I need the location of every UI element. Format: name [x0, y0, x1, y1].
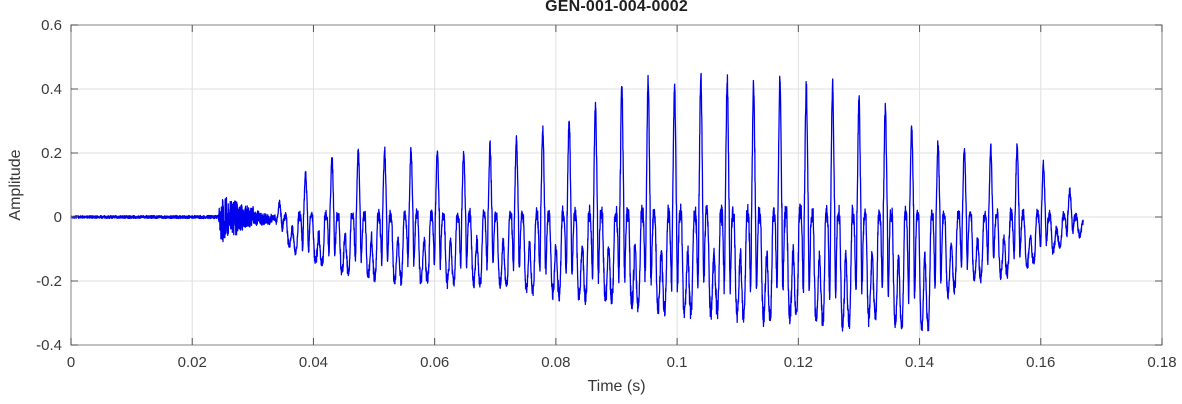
x-tick-label: 0.04 — [299, 354, 328, 371]
y-tick-label: 0.2 — [41, 145, 62, 162]
axes-box — [70, 24, 1163, 346]
x-tick-label: 0 — [67, 354, 75, 371]
y-tick-label: 0.4 — [41, 81, 62, 98]
x-tick-label: 0.08 — [541, 354, 570, 371]
x-tick-label: 0.02 — [178, 354, 207, 371]
x-tick-label: 0.1 — [667, 354, 688, 371]
x-tick-label: 0.16 — [1026, 354, 1055, 371]
x-tick-label: 0.06 — [420, 354, 449, 371]
y-axis-label: Amplitude — [7, 149, 24, 221]
y-tick-label: -0.4 — [36, 337, 62, 354]
x-tick-label: 0.12 — [784, 354, 813, 371]
x-tick-label: 0.14 — [905, 354, 934, 371]
y-tick-label: 0 — [54, 209, 62, 226]
x-axis-label: Time (s) — [587, 378, 646, 395]
waveform-trace — [70, 72, 1084, 332]
chart-title: GEN-001-004-0002 — [545, 0, 688, 15]
x-tick-label: 0.18 — [1147, 354, 1176, 371]
y-tick-label: -0.2 — [36, 273, 62, 290]
y-tick-label: 0.6 — [41, 17, 62, 34]
